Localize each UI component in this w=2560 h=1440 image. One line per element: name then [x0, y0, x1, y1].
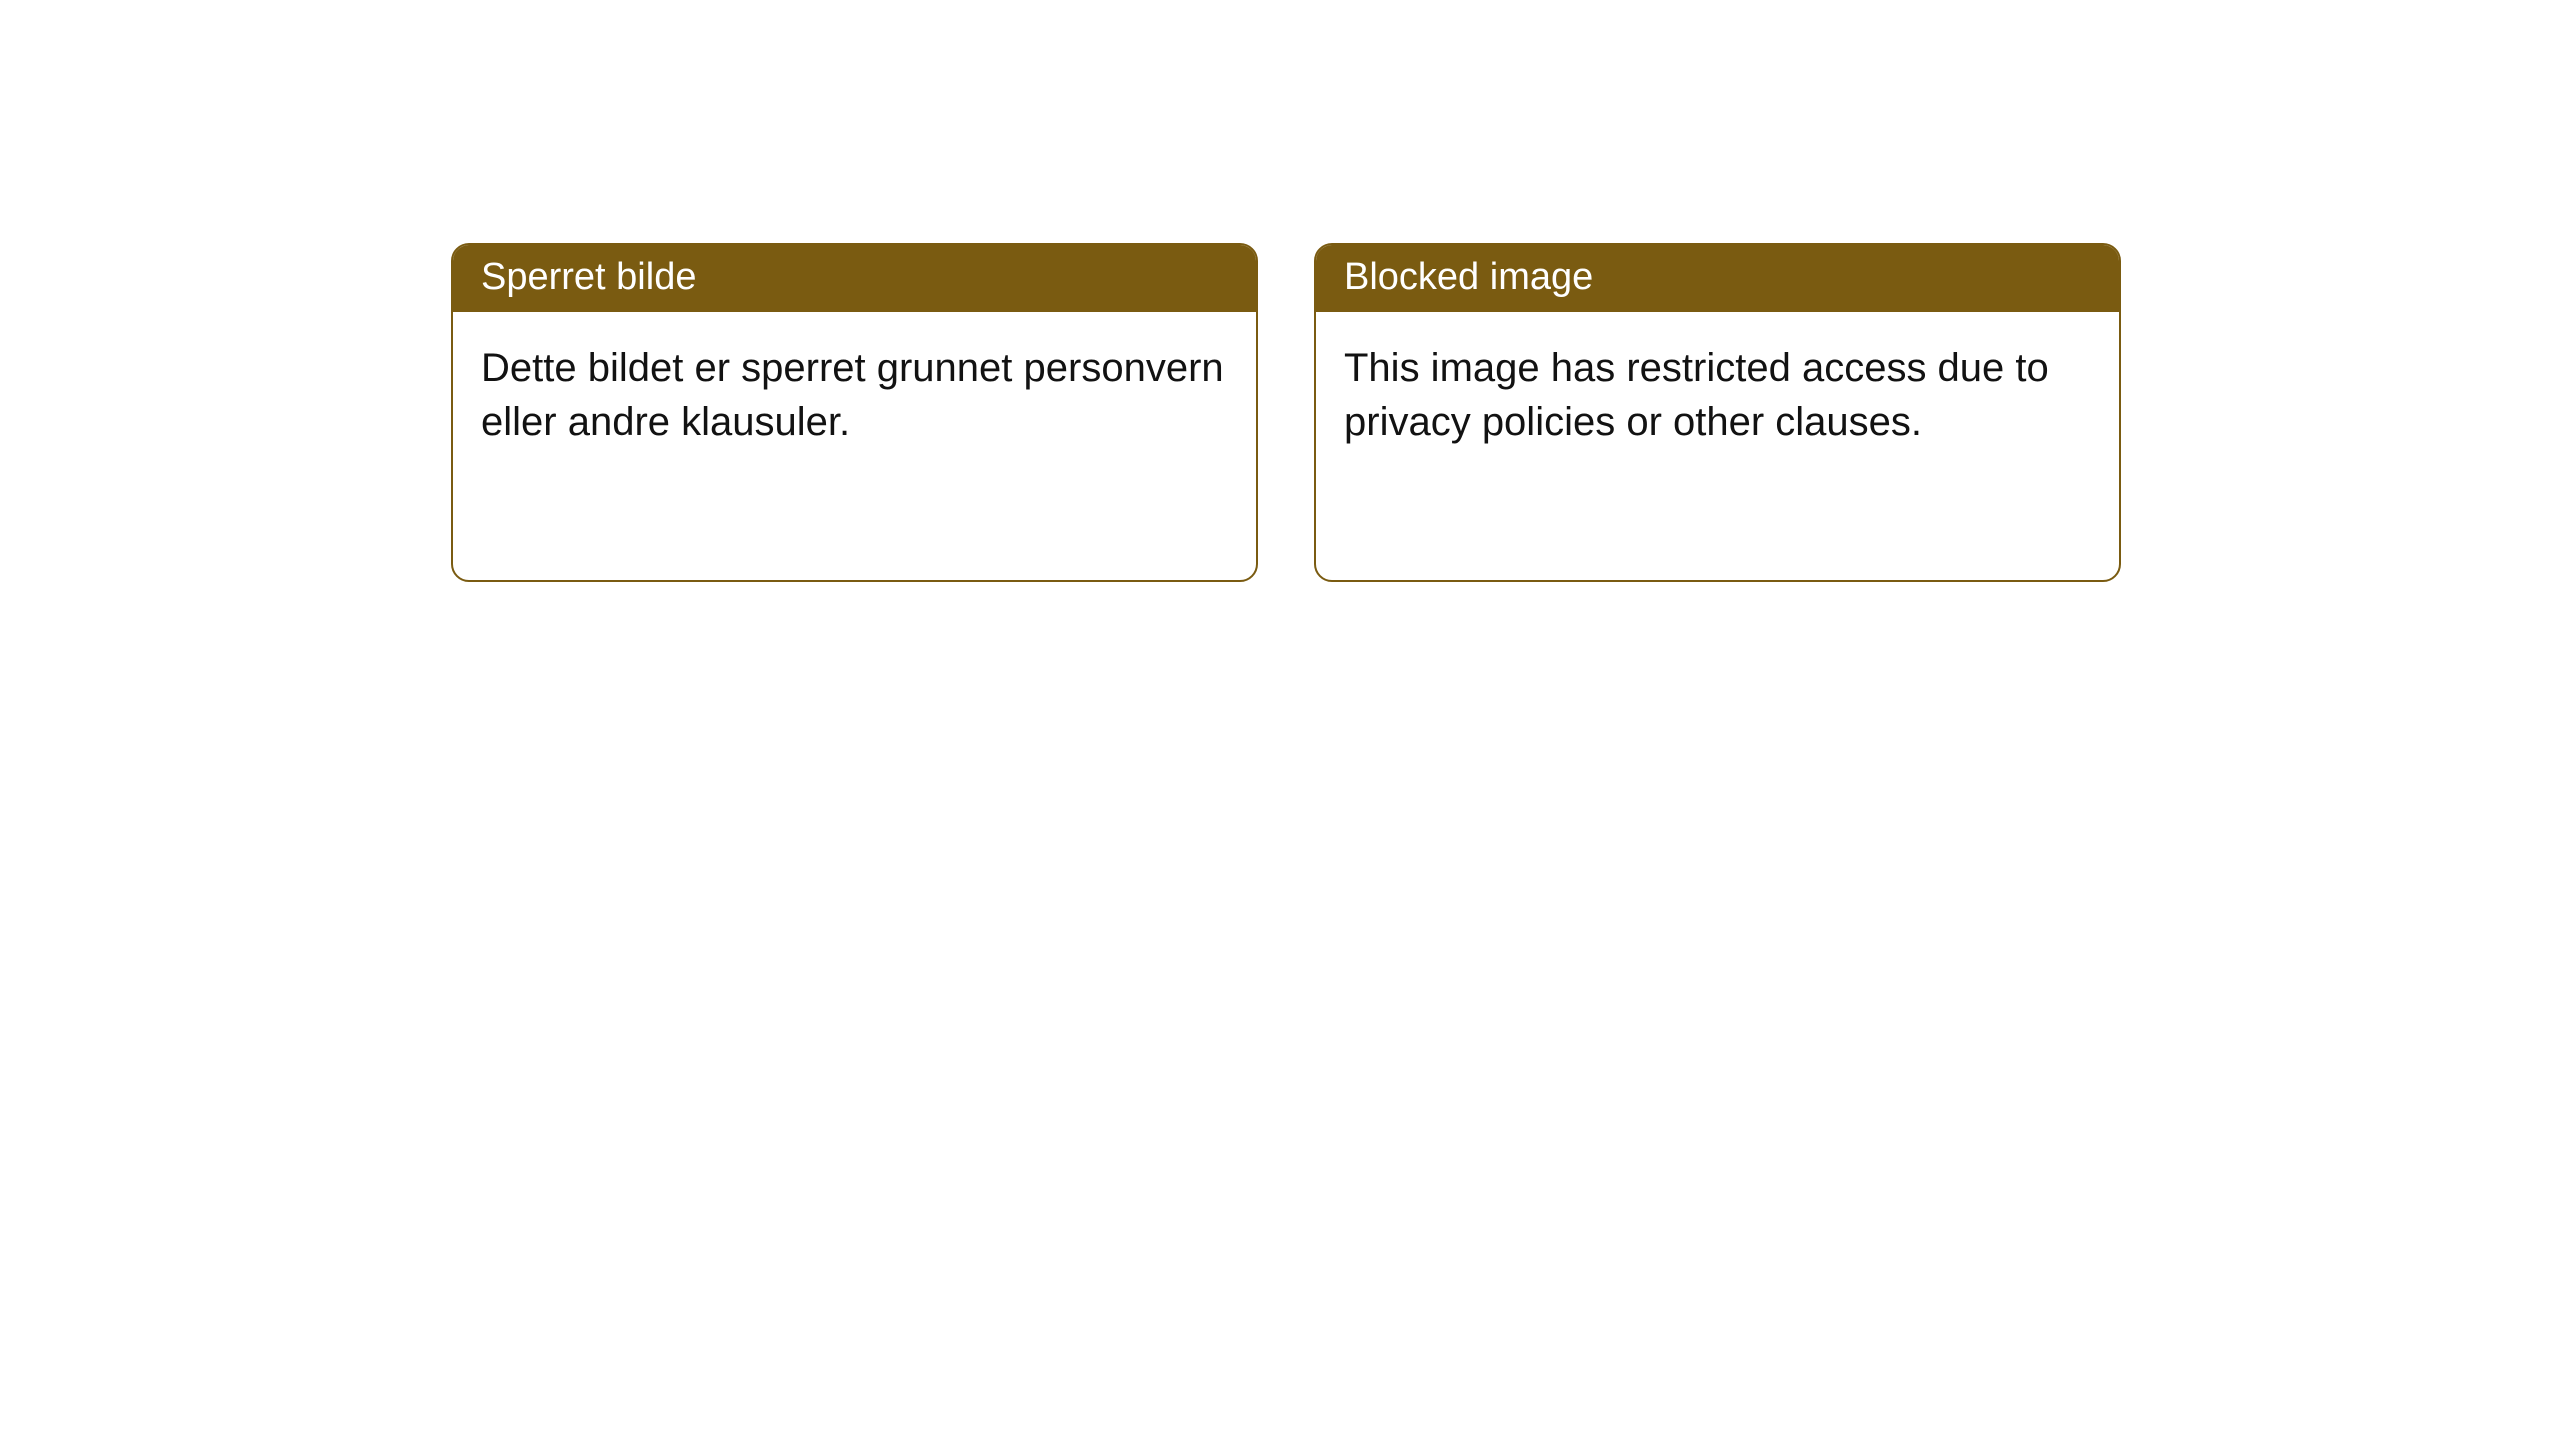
notice-card-english: Blocked image This image has restricted … [1314, 243, 2121, 582]
notice-card-norwegian: Sperret bilde Dette bildet er sperret gr… [451, 243, 1258, 582]
notice-title-english: Blocked image [1316, 245, 2119, 312]
notice-message-english: This image has restricted access due to … [1316, 312, 2119, 468]
notice-container: Sperret bilde Dette bildet er sperret gr… [0, 0, 2560, 582]
notice-title-norwegian: Sperret bilde [453, 245, 1256, 312]
notice-message-norwegian: Dette bildet er sperret grunnet personve… [453, 312, 1256, 468]
